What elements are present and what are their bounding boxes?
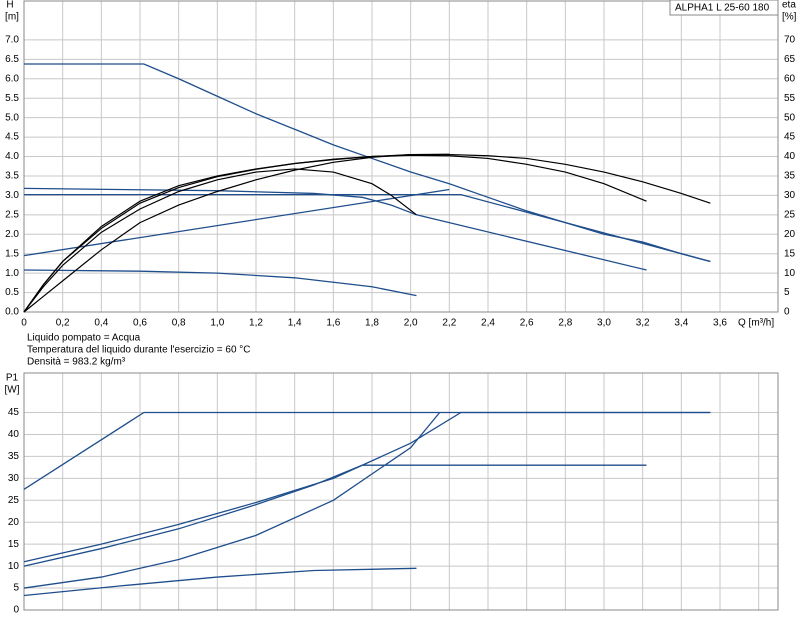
curve <box>23 153 450 313</box>
legend: ALPHA1 L 25-60 180 <box>669 0 779 16</box>
x-tick-label: 0,4 <box>94 318 108 329</box>
curve <box>23 411 711 563</box>
curve <box>23 168 417 313</box>
y2-tick-label: 55 <box>784 93 796 104</box>
curve <box>23 412 441 589</box>
y-tick-label: 2.0 <box>5 229 19 240</box>
y-axis-unit: [m] <box>5 12 19 23</box>
y-tick-label: 3.5 <box>5 171 19 182</box>
y2-tick-label: 65 <box>784 54 796 65</box>
y-axis-title: P1 <box>6 373 19 384</box>
y-axis-unit: [W] <box>5 385 20 396</box>
y-tick-label: 45 <box>8 407 20 418</box>
x-tick-label: 0,2 <box>56 318 70 329</box>
curve <box>23 154 647 313</box>
x-tick-label: 2,2 <box>442 318 456 329</box>
plot-area <box>24 373 778 610</box>
y-tick-label: 25 <box>8 495 20 506</box>
plot-frame <box>23 372 779 611</box>
x-tick-label: 1,6 <box>326 318 340 329</box>
y2-tick-label: 0 <box>784 307 790 318</box>
x-tick-label: 3,0 <box>597 318 611 329</box>
y2-tick-label: 5 <box>784 287 790 298</box>
y2-tick-label: 45 <box>784 132 796 143</box>
y-tick-label: 7.0 <box>5 35 19 46</box>
y-tick-label: 4.5 <box>5 132 19 143</box>
y-tick-label: 2.5 <box>5 209 19 220</box>
x-tick-label: 3,4 <box>674 318 688 329</box>
y2-tick-label: 40 <box>784 151 796 162</box>
x-tick-label: 3,2 <box>636 318 650 329</box>
legend-box <box>669 0 779 16</box>
y-tick-label: 5.0 <box>5 112 19 123</box>
x-tick-label: 0,6 <box>133 318 147 329</box>
legend-entry: ALPHA1 L 25-60 180 <box>675 3 770 14</box>
y-tick-label: 5.5 <box>5 93 19 104</box>
y2-tick-label: 35 <box>784 171 796 182</box>
note: Densità = 983.2 kg/m³ <box>27 357 126 368</box>
y-tick-label: 6.5 <box>5 54 19 65</box>
x-tick-label: 0,8 <box>172 318 186 329</box>
x-tick-label: 3,6 <box>713 318 727 329</box>
curve <box>23 464 647 567</box>
curve <box>23 188 450 257</box>
y2-tick-label: 10 <box>784 268 796 279</box>
y2-tick-label: 60 <box>784 73 796 84</box>
x-tick-label: 1,0 <box>210 318 224 329</box>
y2-axis-title: eta <box>782 0 796 11</box>
y-axis-title: H <box>6 0 13 11</box>
x-tick-label: 2,4 <box>481 318 495 329</box>
y-tick-label: 3.0 <box>5 190 19 201</box>
y-tick-label: 4.0 <box>5 151 19 162</box>
y2-tick-label: 50 <box>784 112 796 123</box>
y-tick-label: 15 <box>8 539 20 550</box>
y-tick-label: 1.5 <box>5 248 19 259</box>
x-tick-label: 2,0 <box>404 318 418 329</box>
x-axis-title: Q [m³/h] <box>738 318 774 329</box>
curve <box>23 269 417 297</box>
y-tick-label: 0.0 <box>5 307 19 318</box>
curve <box>24 193 711 263</box>
note: Temperatura del liquido durante l'eserci… <box>27 345 251 356</box>
plot-frame <box>23 0 779 313</box>
y-tick-label: 40 <box>8 429 20 440</box>
y-tick-label: 0.5 <box>5 287 19 298</box>
y-tick-label: 35 <box>8 451 20 462</box>
y2-tick-label: 30 <box>784 190 796 201</box>
y-tick-label: 6.0 <box>5 73 19 84</box>
note: Liquido pompato = Acqua <box>27 333 141 344</box>
x-tick-label: 1,2 <box>249 318 263 329</box>
x-tick-label: 2,6 <box>520 318 534 329</box>
y2-axis-unit: [%] <box>782 12 797 23</box>
y2-tick-label: 70 <box>784 35 796 46</box>
y2-tick-label: 25 <box>784 209 796 220</box>
y2-tick-label: 15 <box>784 248 796 259</box>
y-tick-label: 0 <box>13 605 19 616</box>
x-tick-label: 2,8 <box>558 318 572 329</box>
y2-tick-label: 20 <box>784 229 796 240</box>
y-tick-label: 20 <box>8 517 20 528</box>
y-tick-label: 1.0 <box>5 268 19 279</box>
y-tick-label: 30 <box>8 473 20 484</box>
y-tick-label: 10 <box>8 561 20 572</box>
x-tick-label: 0 <box>21 318 27 329</box>
y-tick-label: 5 <box>13 583 19 594</box>
x-tick-label: 1,8 <box>365 318 379 329</box>
curve <box>23 567 417 597</box>
x-tick-label: 1,4 <box>288 318 302 329</box>
